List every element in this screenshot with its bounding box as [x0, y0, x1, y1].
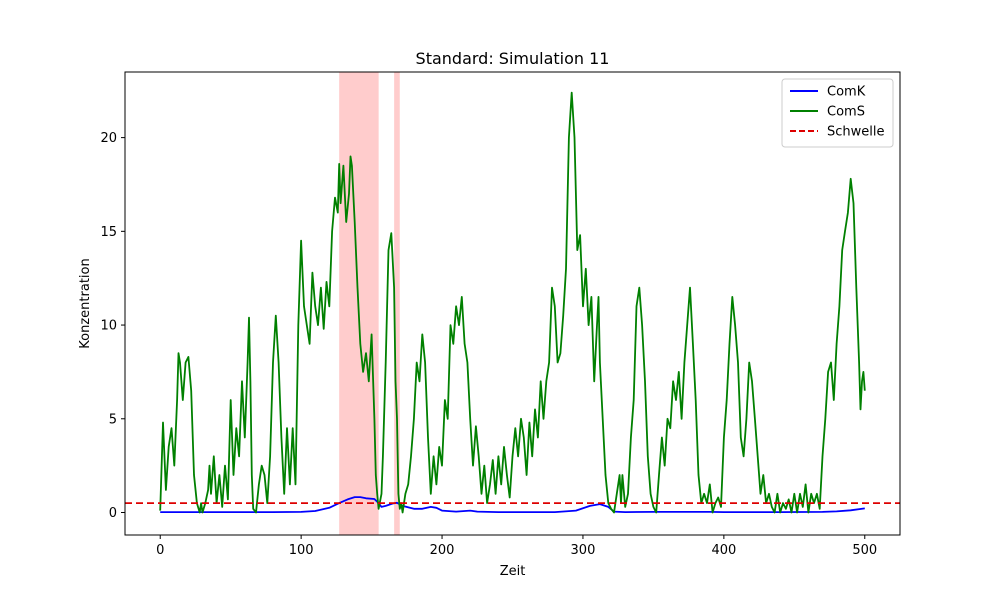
- y-tick-label: 15: [100, 225, 117, 240]
- x-tick-label: 300: [571, 543, 596, 558]
- x-tick-label: 500: [852, 543, 877, 558]
- x-tick-label: 200: [430, 543, 455, 558]
- legend-label-coms: ComS: [827, 105, 865, 120]
- series-line-comk: [160, 496, 865, 513]
- series-line-coms: [159, 91, 866, 514]
- x-axis-label: Zeit: [500, 564, 526, 579]
- y-tick-label: 20: [100, 131, 117, 146]
- legend-label-comk: ComK: [827, 85, 866, 100]
- y-tick-label: 0: [109, 506, 117, 521]
- plot-area: [125, 72, 900, 535]
- x-tick-label: 100: [289, 543, 314, 558]
- y-tick-label: 5: [109, 412, 117, 427]
- shaded-region-2: [394, 72, 400, 535]
- x-tick-label: 0: [156, 543, 164, 558]
- x-tick-label: 400: [711, 543, 736, 558]
- chart-title: Standard: Simulation 11: [416, 49, 610, 68]
- legend: ComK ComS Schwelle: [781, 78, 894, 148]
- y-axis-label: Konzentration: [78, 258, 93, 348]
- y-tick-label: 10: [100, 319, 117, 334]
- axes: 0 100 200 300 400 500 0 5 10 15 20: [100, 131, 877, 558]
- plot-frame: [124, 71, 901, 536]
- legend-label-schwelle: Schwelle: [827, 125, 885, 140]
